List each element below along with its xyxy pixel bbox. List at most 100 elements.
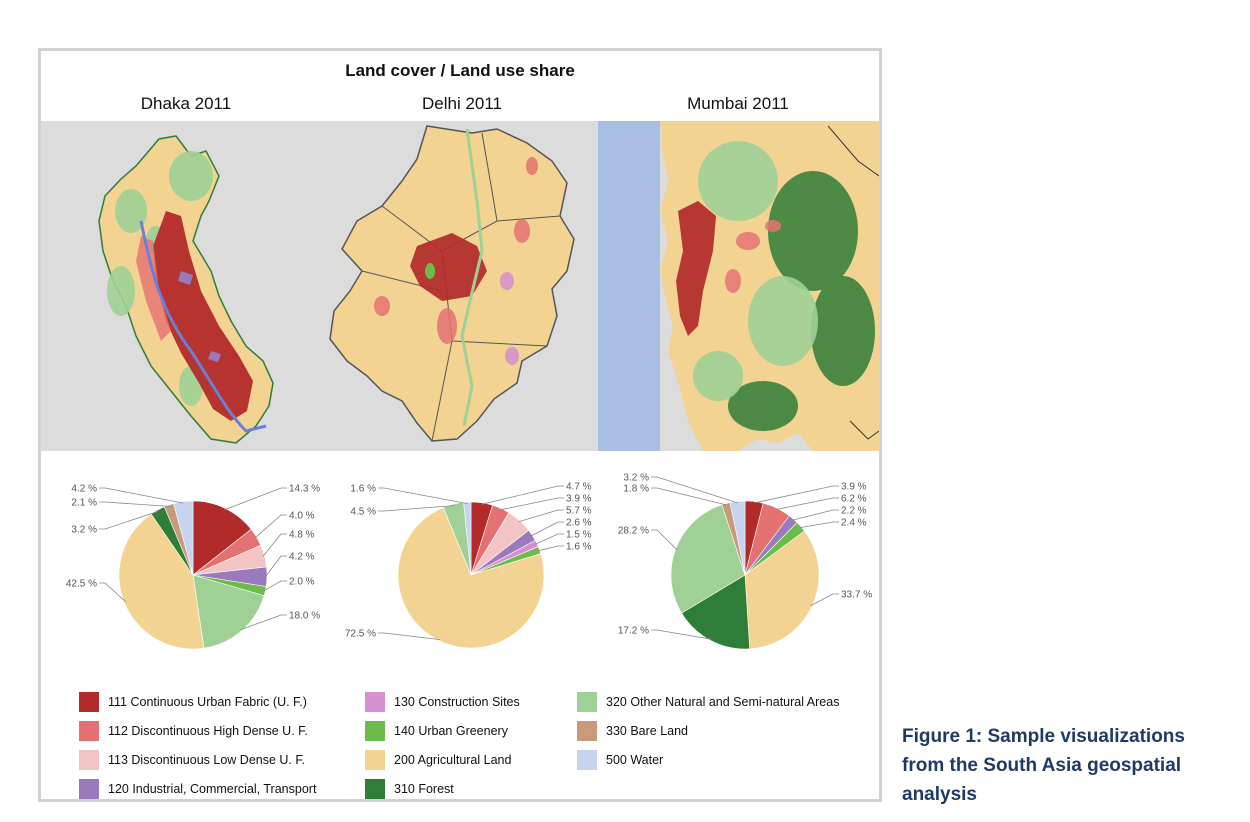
pie-slice-320 xyxy=(192,574,265,649)
delhi-greenery xyxy=(425,263,435,279)
legend-label-113: 113 Discontinuous Low Dense U. F. xyxy=(108,753,306,767)
legend-swatch-113 xyxy=(79,750,99,770)
pie-label-320: 18.0 % xyxy=(289,611,320,622)
legend-item-200: 200 Agricultural Land xyxy=(365,749,511,771)
city-title-dhaka: Dhaka 2011 xyxy=(140,94,232,113)
pie-leader-line-200 xyxy=(99,582,126,602)
pie-label-200: 42.5 % xyxy=(66,579,97,590)
pie-leader-line-320 xyxy=(651,529,678,550)
map-mumbai xyxy=(598,121,879,451)
mumbai-urban xyxy=(676,201,716,336)
pie-label-120: 2.2 % xyxy=(841,506,867,517)
pie-slice-111 xyxy=(192,500,252,576)
pie-leader-line-111 xyxy=(481,485,564,505)
pie-label-111: 3.9 % xyxy=(841,482,867,493)
pie-leader-line-120 xyxy=(530,521,564,537)
dhaka-industrial xyxy=(178,271,221,362)
pie-leader-line-500 xyxy=(651,476,738,504)
legend-label-200: 200 Agricultural Land xyxy=(394,753,512,767)
pie-leader-line-320 xyxy=(378,505,454,512)
pie-leader-line-111 xyxy=(753,485,839,504)
legend-label-120: 120 Industrial, Commercial, Transport xyxy=(108,782,317,796)
delhi-construction xyxy=(500,272,519,365)
pie-label-200: 72.5 % xyxy=(345,629,376,640)
pie-label-330: 2.1 % xyxy=(71,498,97,509)
legend-item-140: 140 Urban Greenery xyxy=(365,720,508,742)
mumbai-border xyxy=(827,125,879,440)
pie-slice-200 xyxy=(744,530,820,650)
legend-item-130: 130 Construction Sites xyxy=(365,691,520,713)
delhi-urban-core xyxy=(410,233,487,301)
legend-label-310: 310 Forest xyxy=(394,782,454,796)
legend-swatch-320 xyxy=(577,692,597,712)
pie-label-320: 4.5 % xyxy=(350,507,376,518)
pie-slice-500 xyxy=(729,500,746,576)
pie-label-111: 14.3 % xyxy=(289,484,320,495)
pie-leader-line-310 xyxy=(99,511,159,530)
legend-item-330: 330 Bare Land xyxy=(577,720,688,742)
pie-label-200: 33.7 % xyxy=(841,590,872,601)
pie-leader-line-111 xyxy=(224,487,287,511)
mumbai-urban-patches xyxy=(725,220,781,293)
legend-item-500: 500 Water xyxy=(577,749,663,771)
legend: 111 Continuous Urban Fabric (U. F.) 112 D… xyxy=(79,691,869,803)
city-title-delhi: Delhi 2011 xyxy=(421,94,503,113)
pie-leader-line-330 xyxy=(651,487,727,506)
legend-label-130: 130 Construction Sites xyxy=(394,695,520,709)
mumbai-natural xyxy=(693,141,818,401)
figure-title: Land cover / Land use share xyxy=(345,61,575,80)
pie-leader-line-500 xyxy=(99,487,184,504)
pie-leader-line-113 xyxy=(518,509,564,523)
pie-label-500: 1.6 % xyxy=(350,484,376,495)
dhaka-urban-core xyxy=(153,211,253,421)
legend-swatch-140 xyxy=(365,721,385,741)
dhaka-urban-fringe xyxy=(136,236,171,341)
mumbai-sea xyxy=(598,121,660,451)
map-delhi xyxy=(322,121,598,451)
pie-slice-320 xyxy=(670,504,746,614)
legend-swatch-112 xyxy=(79,721,99,741)
pie-leader-line-330 xyxy=(99,501,170,507)
delhi-urban-patches xyxy=(374,157,538,344)
legend-swatch-500 xyxy=(577,750,597,770)
pie-label-320: 28.2 % xyxy=(618,526,649,537)
legend-item-320: 320 Other Natural and Semi-natural Areas xyxy=(577,691,839,713)
pie-label-330: 1.8 % xyxy=(623,484,649,495)
pie-leader-line-112 xyxy=(500,497,564,511)
legend-item-111: 111 Continuous Urban Fabric (U. F.) xyxy=(79,691,307,713)
pie-label-310: 17.2 % xyxy=(618,626,649,637)
pie-label-120: 4.2 % xyxy=(289,552,315,563)
pie-label-112: 3.9 % xyxy=(566,494,592,505)
pie-leader-line-113 xyxy=(262,533,287,557)
map-dhaka-svg xyxy=(98,135,274,444)
city-title-mumbai: Mumbai 2011 xyxy=(687,94,789,113)
pie-label-130: 1.5 % xyxy=(566,530,592,541)
legend-label-320: 320 Other Natural and Semi-natural Areas xyxy=(606,695,840,709)
pie-leader-line-500 xyxy=(378,487,468,504)
pie-label-140: 2.4 % xyxy=(841,518,867,529)
pie-slice-200 xyxy=(118,513,205,650)
pie-leader-line-120 xyxy=(265,555,287,577)
pie-slice-500 xyxy=(173,500,194,576)
map-delhi-svg xyxy=(329,125,575,442)
pie-chart-dhaka: 14.3 % 4.0 % 4.8 % 4.2 % 2.0 % 18.0 % 42.5 % 3.… xyxy=(66,484,320,650)
pie-label-112: 4.0 % xyxy=(289,511,315,522)
legend-swatch-200 xyxy=(365,750,385,770)
pie-leader-line-310 xyxy=(651,629,712,640)
dhaka-river xyxy=(139,220,267,433)
pie-leader-line-140 xyxy=(263,580,287,592)
pie-chart-mumbai: 3.9 %6.2 %2.2 %2.4 % 33.7 % 17.2 % 28.2 % 1.… xyxy=(618,473,872,650)
pie-leader-line-112 xyxy=(776,497,839,510)
map-mumbai-svg xyxy=(598,121,879,451)
pie-label-140: 2.0 % xyxy=(289,577,315,588)
pie-label-113: 4.8 % xyxy=(289,530,315,541)
legend-swatch-310 xyxy=(365,779,385,799)
legend-swatch-130 xyxy=(365,692,385,712)
pie-label-310: 3.2 % xyxy=(71,525,97,536)
pie-label-500: 4.2 % xyxy=(71,484,97,495)
legend-item-112: 112 Discontinuous High Dense U. F. xyxy=(79,720,308,742)
legend-swatch-111 xyxy=(79,692,99,712)
legend-item-310: 310 Forest xyxy=(365,778,454,800)
legend-item-113: 113 Discontinuous Low Dense U. F. xyxy=(79,749,305,771)
pie-leader-line-140 xyxy=(799,521,839,528)
